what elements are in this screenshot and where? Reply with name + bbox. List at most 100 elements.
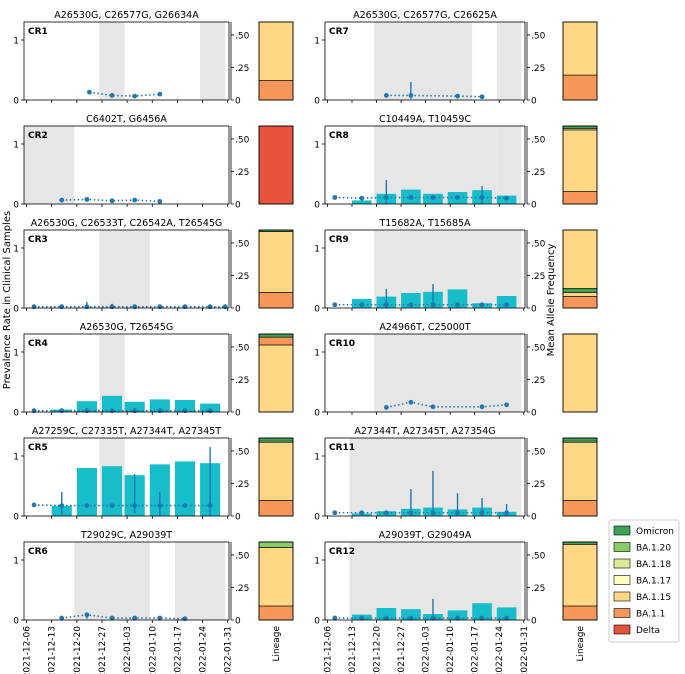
mean-point [84, 503, 90, 508]
mean-point [504, 402, 509, 408]
plot-frame [324, 21, 526, 101]
x-tick-label: 2022-01-31 [520, 626, 530, 674]
panel-cr6: T29029C, A29039T CR6 0 1 0 .25 .50 2021-12-06 20… [13, 530, 294, 674]
mean-point [383, 302, 389, 308]
shaded-region [374, 22, 473, 100]
plot-frame [324, 333, 526, 413]
x-tick-label: 2022-01-03 [422, 626, 432, 674]
mean-point [408, 399, 414, 405]
legend-swatch [613, 575, 631, 585]
left-tick-label: 1 [13, 141, 19, 151]
x-tick-label: 2022-01-03 [123, 626, 133, 674]
bar [174, 400, 196, 412]
lineage-frame [258, 21, 294, 101]
right-tick-label: 0 [531, 513, 537, 523]
shaded-region [374, 334, 522, 412]
mean-line [386, 94, 483, 98]
shaded-region [200, 22, 226, 100]
lineage-frame [258, 437, 294, 517]
x-tick-label: 2021-12-20 [373, 626, 383, 674]
mean-point [109, 198, 115, 204]
plot-frame [23, 333, 230, 413]
legend-label: Delta [636, 626, 660, 636]
bar [472, 603, 492, 620]
left-tick-label: 0 [314, 617, 320, 627]
lineage-segment [258, 336, 294, 346]
bar [447, 289, 468, 308]
plot-frame [324, 125, 526, 205]
shaded-region [74, 542, 150, 620]
lineage-frame [562, 437, 598, 517]
mean-point [157, 199, 163, 204]
mean-point [332, 302, 338, 308]
left-tick-label: 1 [314, 453, 320, 463]
panel-title: T15682A, T15685A [378, 218, 471, 229]
mean-point [479, 510, 485, 516]
x-tick-label: 2021-12-13 [48, 626, 58, 674]
x-tick-label: 2021-12-27 [98, 626, 108, 674]
right-tick-label: 0 [235, 513, 241, 523]
lineage-frame [258, 125, 294, 205]
legend-label: BA.1.17 [636, 577, 671, 587]
right-tick-label: .25 [235, 376, 249, 386]
lineage-segment [258, 80, 294, 101]
mean-point [132, 503, 138, 508]
right-tick-label: .50 [235, 32, 250, 42]
lineage-frame [562, 125, 598, 205]
right-tick-label: .25 [531, 584, 545, 594]
legend-swatch [613, 558, 631, 569]
mean-point [408, 510, 414, 516]
mean-line [386, 401, 507, 409]
mean-point [109, 615, 115, 621]
right-tick-label: .25 [531, 480, 545, 490]
panel-title: A26530G, C26577G, G26634A [54, 10, 199, 21]
plot-frame [23, 437, 230, 517]
right-tick-label: 0 [531, 617, 537, 627]
right-tick-label: 0 [531, 305, 537, 315]
panel-label: CR9 [329, 235, 349, 245]
panel-label: CR3 [28, 235, 48, 245]
panel-title: T29029C, A29039T [80, 530, 172, 541]
x-tick-label: 2021-12-27 [397, 626, 407, 674]
right-tick-label: .25 [235, 168, 249, 178]
panel-cr4: A26530G, T26545G CR4 0 1 0 .25 .50 [13, 322, 294, 419]
left-tick-label: 1 [314, 557, 320, 567]
right-tick-label: .25 [235, 64, 249, 74]
right-tick-label: .50 [531, 344, 546, 354]
mean-point [430, 510, 436, 516]
right-tick-label: .25 [531, 64, 545, 74]
shaded-region [174, 542, 226, 620]
lineage-segment [562, 500, 598, 517]
lineage-segment [562, 437, 598, 442]
plot-frame [23, 21, 230, 101]
lineage-frame [258, 333, 294, 413]
y-axis-label-left: Prevalence Rate in Clinical Samples [2, 211, 13, 389]
right-tick-label: .25 [235, 480, 249, 490]
left-tick-label: 1 [314, 37, 320, 47]
right-tick-label: .50 [531, 552, 546, 562]
mean-point [359, 510, 365, 516]
panel-title: A26530G, T26545G [80, 322, 174, 333]
panel-label: CR12 [329, 547, 355, 557]
bar [101, 395, 123, 412]
lineage-segment [562, 295, 598, 309]
panel-title: A26530G, C26533T, C26542A, T26545G [31, 218, 223, 229]
mean-point [408, 93, 414, 98]
legend-label: BA.1.18 [636, 560, 671, 570]
right-tick-label: 0 [235, 201, 241, 211]
right-tick-label: .25 [531, 272, 545, 282]
x-tick-label: 2022-01-10 [446, 626, 456, 674]
panel-title: A27259C, C27335T, A27344T, A27345T [32, 426, 221, 437]
bar [447, 610, 468, 620]
panel-title: A27344T, A27345T, A27354G [354, 426, 495, 437]
mean-point [132, 197, 138, 203]
right-tick-label: .25 [235, 584, 249, 594]
lineage-segment [258, 344, 294, 413]
lineage-segment [258, 541, 294, 548]
lineage-frame [562, 229, 598, 309]
mean-point [86, 89, 92, 95]
x-tick-label: 2022-01-17 [173, 626, 183, 674]
mean-point [359, 195, 365, 201]
right-tick-label: .50 [235, 136, 250, 146]
right-tick-label: .50 [531, 32, 546, 42]
